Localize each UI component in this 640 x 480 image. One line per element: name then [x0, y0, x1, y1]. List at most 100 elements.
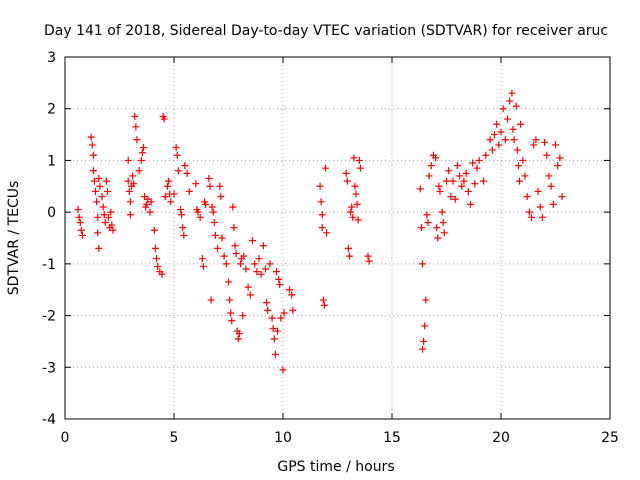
- data-point: [541, 138, 549, 146]
- data-point: [490, 131, 498, 139]
- data-point: [240, 252, 248, 260]
- data-point: [208, 203, 216, 211]
- data-point: [125, 187, 133, 195]
- data-point: [445, 167, 453, 175]
- data-point: [165, 177, 173, 185]
- data-point: [274, 327, 282, 335]
- data-point: [248, 237, 256, 245]
- data-point: [547, 182, 555, 190]
- data-point: [206, 182, 214, 190]
- data-point: [488, 146, 496, 154]
- data-point: [104, 187, 112, 195]
- data-point: [174, 167, 182, 175]
- data-point: [536, 203, 544, 211]
- data-point: [259, 242, 267, 250]
- data-point: [320, 301, 328, 309]
- data-point: [253, 268, 261, 276]
- data-point: [480, 177, 488, 185]
- data-point: [210, 218, 218, 226]
- data-point: [94, 229, 102, 237]
- data-point: [216, 182, 224, 190]
- data-point: [251, 260, 259, 268]
- y-tick-label: 0: [47, 205, 56, 221]
- data-point: [78, 231, 86, 239]
- data-point: [101, 218, 109, 226]
- data-point: [231, 242, 239, 250]
- data-point: [475, 156, 483, 164]
- data-point: [135, 167, 143, 175]
- data-point: [230, 224, 238, 232]
- data-point: [513, 146, 521, 154]
- data-point: [225, 278, 232, 286]
- data-point: [198, 255, 206, 263]
- data-point: [473, 164, 481, 172]
- data-point: [185, 187, 193, 195]
- data-point: [464, 187, 472, 195]
- data-point: [202, 200, 210, 208]
- data-point: [549, 200, 557, 208]
- y-axis-label: SDTVAR / TECUs: [6, 181, 22, 296]
- data-point: [352, 190, 360, 198]
- data-point: [493, 120, 501, 128]
- data-point: [76, 218, 84, 226]
- data-point: [440, 229, 448, 237]
- data-point: [268, 314, 276, 322]
- data-point: [163, 182, 171, 190]
- data-point: [244, 283, 252, 291]
- data-point: [132, 123, 140, 131]
- data-point: [534, 187, 542, 195]
- data-point: [102, 177, 110, 185]
- data-point: [514, 162, 522, 170]
- axis-ticks: [64, 56, 611, 420]
- x-tick-label: 5: [170, 430, 179, 446]
- data-points: [74, 89, 566, 374]
- data-point: [95, 175, 103, 183]
- data-point: [453, 162, 461, 170]
- data-point: [158, 270, 166, 278]
- data-point: [532, 136, 540, 144]
- data-point: [180, 231, 188, 239]
- data-point: [133, 136, 141, 144]
- data-point: [530, 141, 538, 149]
- data-point: [456, 172, 464, 180]
- data-point: [272, 268, 280, 276]
- data-point: [199, 262, 207, 270]
- data-point: [451, 195, 459, 203]
- chart-title: Day 141 of 2018, Sidereal Day-to-day VTE…: [44, 23, 608, 39]
- data-point: [447, 193, 455, 201]
- data-point: [342, 169, 350, 177]
- data-point: [318, 211, 326, 219]
- data-point: [105, 213, 113, 221]
- data-point: [183, 169, 191, 177]
- y-tick-label: -2: [42, 309, 56, 325]
- data-point: [147, 198, 155, 206]
- data-point: [416, 185, 424, 193]
- data-point: [443, 177, 450, 185]
- data-point: [318, 224, 326, 232]
- data-point: [226, 296, 234, 304]
- data-point: [220, 252, 228, 260]
- data-point: [345, 252, 353, 260]
- data-point: [161, 193, 169, 201]
- data-point: [129, 172, 137, 180]
- data-point: [469, 159, 477, 167]
- data-point: [178, 211, 186, 219]
- data-point: [433, 224, 441, 232]
- data-point: [211, 231, 219, 239]
- data-point: [194, 208, 202, 216]
- data-point: [348, 203, 356, 211]
- data-point: [269, 325, 277, 332]
- data-point: [232, 250, 240, 258]
- data-point: [286, 286, 294, 294]
- y-tick-label: -3: [42, 360, 56, 376]
- data-point: [177, 206, 185, 214]
- data-point: [495, 141, 503, 149]
- data-point: [255, 255, 263, 263]
- data-point: [438, 208, 446, 216]
- data-point: [270, 335, 278, 343]
- data-point: [89, 151, 97, 159]
- data-point: [124, 177, 132, 185]
- data-point: [280, 309, 288, 317]
- data-point: [501, 136, 509, 144]
- data-point: [170, 190, 178, 198]
